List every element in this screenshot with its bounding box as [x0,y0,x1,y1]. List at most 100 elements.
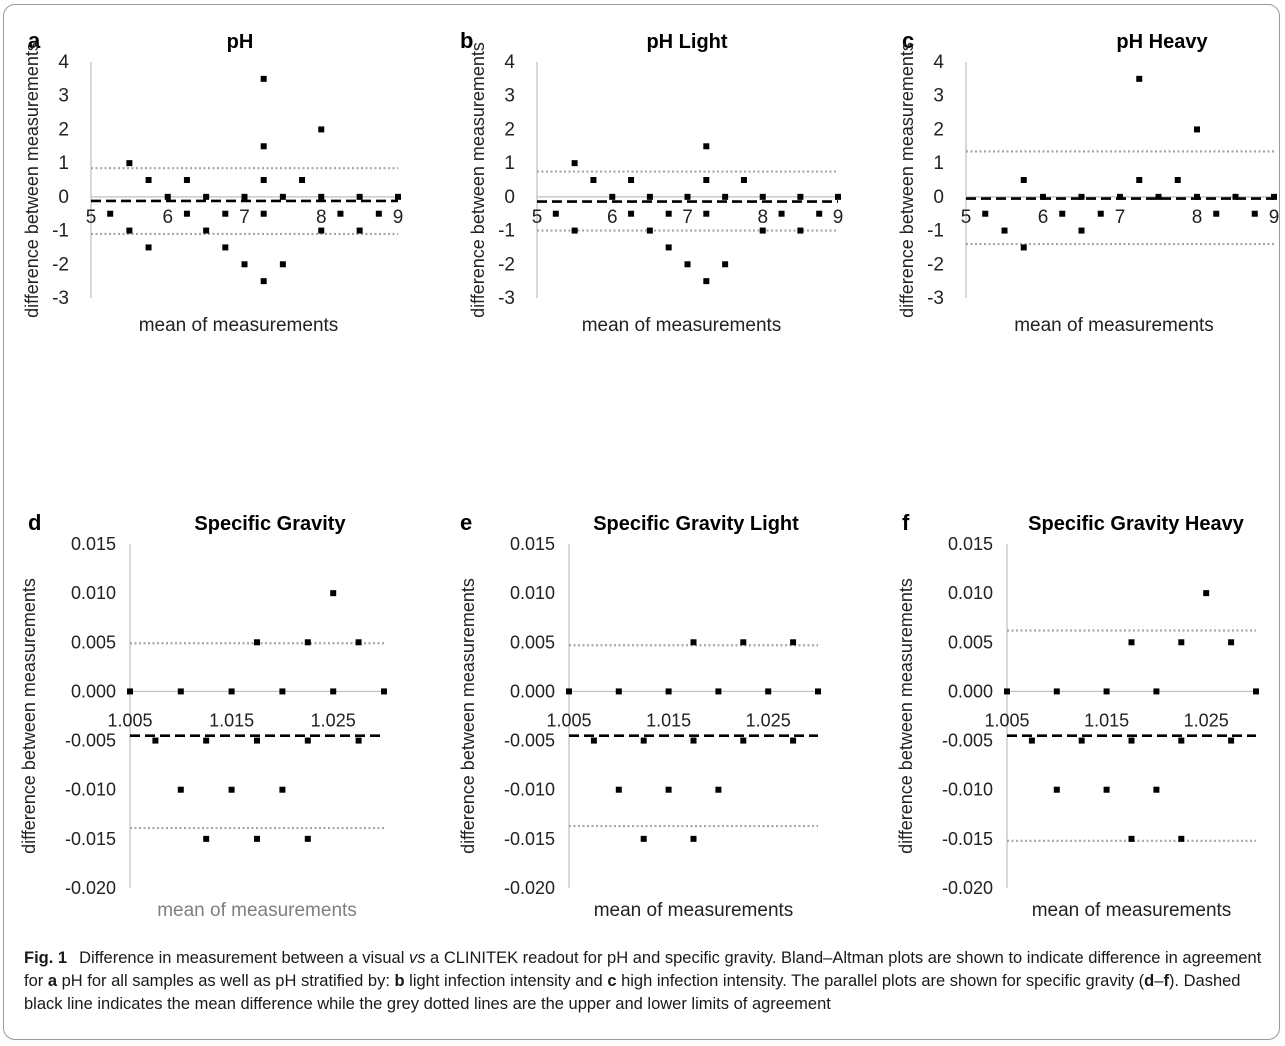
data-point [304,737,311,744]
data-point [590,177,597,183]
data-point [1203,590,1210,597]
data-point [127,688,133,695]
y-tick-label: 1 [58,153,69,174]
y-tick-label: 0.000 [71,681,116,701]
caption-segment: d [1144,972,1155,990]
panel-letter: d [28,510,41,535]
data-point [646,227,653,234]
data-point [203,835,210,842]
data-point [1053,786,1060,793]
data-point [628,210,635,217]
data-point [684,193,691,200]
x-axis-title: mean of measurements [1014,315,1214,336]
x-tick-label: 7 [1115,207,1126,228]
x-tick-label: 6 [1038,207,1049,228]
y-tick-label: -3 [52,288,69,309]
data-point [299,177,306,183]
chart-title: pH Light [646,31,727,53]
data-point [1251,210,1258,217]
data-point [375,210,382,217]
y-axis-title: difference between measurements [896,578,916,854]
data-point [740,639,747,646]
y-tick-label: 0.010 [510,583,555,603]
y-tick-label: -0.015 [504,829,555,849]
y-tick-label: -3 [498,288,515,309]
x-tick-label: 1.015 [209,710,254,730]
data-point [1178,737,1185,744]
x-tick-label: 5 [961,207,972,228]
y-tick-label: -0.015 [942,829,993,849]
caption-segment: light infection intensity and [404,972,608,990]
data-point [1194,126,1200,133]
data-point [816,210,823,217]
y-axis-title: difference between measurements [22,42,42,318]
data-point [1128,835,1135,842]
x-axis-title: mean of measurements [582,315,782,336]
x-axis-title: mean of measurements [594,900,794,921]
data-point [260,210,267,217]
y-tick-label: 0.010 [71,583,116,603]
data-point [126,227,133,234]
data-point [765,688,772,695]
y-tick-label: -1 [52,221,69,242]
data-point [790,737,797,744]
y-axis-title: difference between measurements [468,42,488,318]
x-tick-label: 8 [757,207,768,228]
data-point [318,126,325,133]
panel-letter: a [28,28,41,53]
data-point [145,244,152,251]
caption-segment: ). Dashed black line indicates the mean … [24,972,1241,1013]
caption-text: Difference in measurement between a visu… [24,949,1261,1013]
data-point [815,688,821,695]
x-tick-label: 8 [1192,207,1203,228]
y-tick-label: 4 [504,52,515,73]
data-point [304,639,311,646]
data-point [665,688,672,695]
data-point [703,210,710,217]
y-tick-label: 0.015 [71,534,116,554]
caption-segment: Difference in measurement between a visu… [79,949,409,967]
bland-altman-figure: a pH -3 -2 -1 0 1 2 3 4 5 6 7 8 9 mean of measurements d… [19,28,1279,921]
data-point [203,227,210,234]
caption-segment: high infection intensity. The parallel p… [616,972,1145,990]
x-tick-label: 1.005 [984,710,1029,730]
data-point [571,160,578,167]
x-tick-label: 1.025 [1184,710,1229,730]
data-point [279,786,286,793]
data-point [126,160,133,167]
caption-segment: pH for all samples as well as pH stratif… [57,972,395,990]
data-point [279,688,286,695]
y-tick-label: 3 [504,86,515,107]
data-point [1040,193,1046,200]
data-point [254,737,260,744]
x-axis-title: mean of measurements [139,315,339,336]
data-point [1004,688,1010,695]
caption-segment: – [1154,972,1164,990]
data-point [566,688,572,695]
data-point [1059,210,1066,217]
data-point [759,227,766,234]
x-axis-title: mean of measurements [157,900,357,921]
data-point [254,639,260,646]
y-tick-label: -3 [927,288,944,309]
chart-title: pH Heavy [1116,31,1208,53]
data-point [1228,639,1235,646]
data-point [356,227,363,234]
data-point [552,210,559,217]
data-point [703,177,710,183]
y-axis-title: difference between measurements [19,578,39,854]
y-tick-label: -0.020 [65,878,116,898]
data-point [684,261,691,268]
y-tick-label: -0.005 [65,731,116,751]
data-point [1194,193,1200,200]
data-point [318,193,325,200]
caption-segment: a CLINITEK readout for pH and specific g… [24,949,1262,990]
caption-segment: vs [408,949,426,967]
data-point [356,193,363,200]
x-tick-label: 1.025 [311,710,356,730]
y-tick-label: -0.015 [65,829,116,849]
data-point [1128,737,1135,744]
data-point [722,193,729,200]
y-axis-title: difference between measurements [897,42,917,318]
data-point [703,278,710,285]
